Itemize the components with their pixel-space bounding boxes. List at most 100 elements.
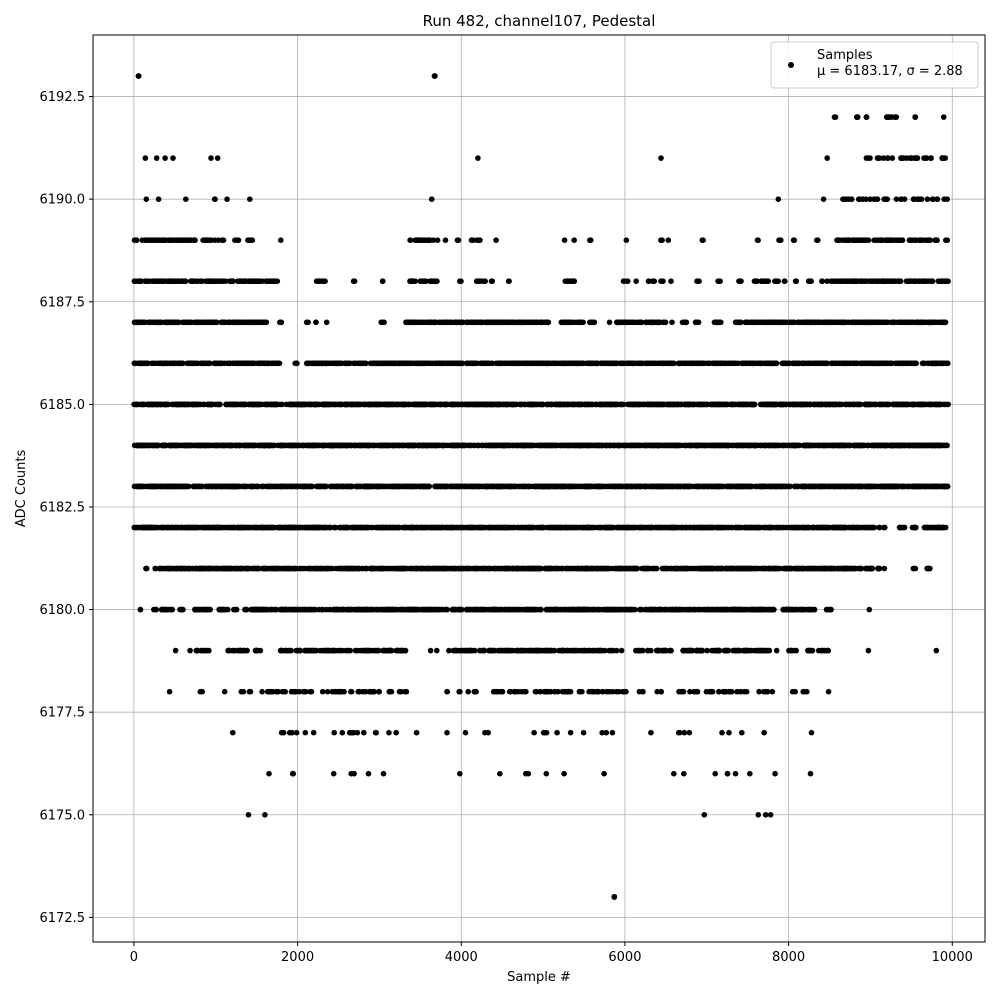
data-point [330, 770, 337, 777]
data-point [348, 606, 354, 613]
data-point [572, 565, 579, 572]
data-point [619, 565, 625, 572]
data-point [459, 565, 465, 572]
data-point [933, 647, 940, 654]
data-point [153, 524, 159, 531]
data-point [310, 606, 317, 613]
data-point [293, 729, 300, 736]
data-point [348, 688, 355, 695]
data-point [828, 565, 835, 572]
data-point [613, 565, 620, 572]
data-point [179, 524, 185, 531]
data-point [365, 770, 372, 777]
data-point [567, 729, 574, 736]
data-point [506, 688, 513, 695]
data-point [865, 565, 871, 572]
data-point [371, 688, 377, 695]
data-point [259, 606, 266, 613]
data-point [212, 483, 219, 490]
data-point [185, 565, 191, 572]
data-point [446, 647, 452, 654]
data-point [676, 729, 683, 736]
data-point [756, 688, 762, 695]
data-point [637, 483, 643, 490]
data-point [769, 606, 776, 613]
data-point [479, 647, 486, 654]
data-point [536, 565, 542, 572]
data-point [661, 647, 668, 654]
data-point [637, 606, 643, 613]
data-point [310, 647, 316, 654]
data-point [692, 688, 699, 695]
data-point [286, 729, 293, 736]
data-point [716, 647, 723, 654]
data-point [307, 688, 313, 695]
data-point [701, 812, 708, 818]
data-point [763, 606, 769, 613]
data-point [194, 606, 200, 613]
data-point [800, 524, 806, 531]
data-point [188, 524, 194, 531]
data-point [575, 606, 581, 613]
data-point [709, 606, 715, 613]
data-point [698, 524, 705, 531]
data-point [682, 565, 688, 572]
data-point [713, 606, 719, 613]
data-point [288, 688, 295, 695]
data-point [686, 729, 693, 736]
data-point [498, 688, 505, 695]
data-point [599, 729, 605, 736]
data-point [618, 647, 625, 654]
data-point [848, 483, 855, 490]
data-point [773, 647, 780, 654]
data-point [462, 483, 468, 490]
data-point [293, 606, 299, 613]
data-point [617, 606, 624, 613]
data-point [556, 565, 562, 572]
data-point [603, 729, 610, 736]
data-point [202, 647, 208, 654]
data-point [515, 688, 522, 695]
data-point [716, 483, 722, 490]
data-point [299, 606, 306, 613]
data-point [404, 565, 410, 572]
data-point [174, 565, 180, 572]
data-point [355, 483, 362, 490]
data-point [337, 688, 344, 695]
data-point [427, 606, 433, 613]
data-point [259, 524, 266, 531]
data-point [658, 606, 665, 613]
data-point [687, 688, 693, 695]
data-point [290, 770, 296, 777]
data-point [764, 647, 770, 654]
data-point [597, 647, 604, 654]
data-point [533, 647, 540, 654]
data-point [319, 688, 326, 695]
data-point [453, 606, 459, 613]
data-point [719, 606, 726, 613]
data-point [292, 688, 299, 695]
data-point [165, 565, 171, 572]
data-point [712, 770, 718, 777]
data-point [599, 524, 605, 531]
data-point [726, 729, 732, 736]
data-point [760, 565, 766, 572]
data-point [611, 894, 618, 900]
data-point [251, 606, 257, 613]
data-point [418, 524, 425, 531]
data-point [679, 688, 686, 695]
data-point [307, 524, 314, 531]
data-point [361, 647, 367, 654]
data-point [647, 606, 654, 613]
data-point [207, 524, 213, 531]
data-point [539, 524, 545, 531]
data-point [719, 729, 725, 736]
data-point [761, 729, 767, 736]
data-point [728, 565, 735, 572]
data-point [274, 565, 281, 572]
data-point [706, 688, 713, 695]
data-point [741, 524, 747, 531]
data-point [781, 565, 788, 572]
data-point [298, 524, 304, 531]
data-point [814, 565, 821, 572]
